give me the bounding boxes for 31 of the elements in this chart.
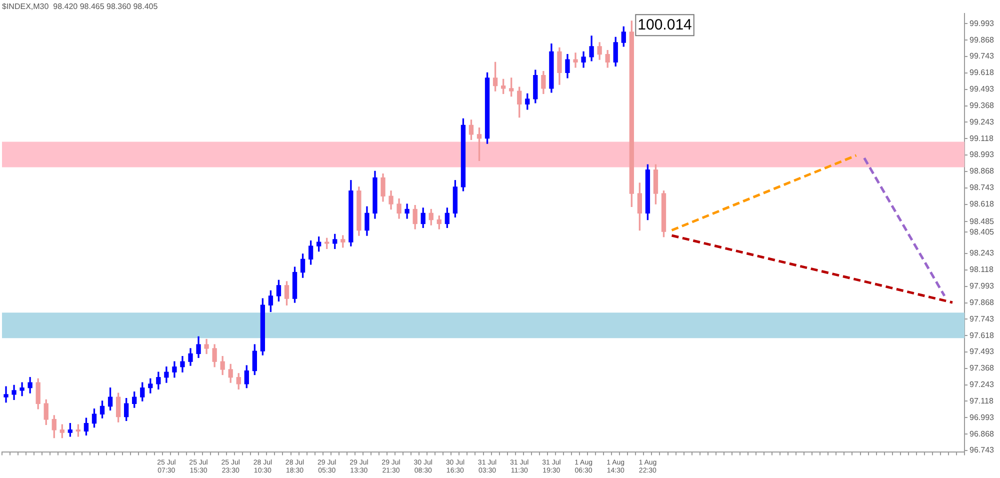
y-tick-label: 99.493 <box>970 84 995 94</box>
y-tick-label: 98.868 <box>970 166 995 176</box>
y-tick-label: 99.993 <box>970 18 995 28</box>
annotation: 100.014 <box>638 16 692 34</box>
y-tick-label: 97.743 <box>970 314 995 324</box>
y-tick-label: 97.118 <box>970 396 994 406</box>
y-tick-label: 97.993 <box>970 282 995 291</box>
y-tick-label: 99.243 <box>970 117 995 126</box>
y-tick-label: 99.618 <box>970 68 995 78</box>
y-tick-label: 99.868 <box>970 35 995 44</box>
candlestick <box>4 386 8 403</box>
y-tick-label: 98.618 <box>970 199 995 208</box>
y-tick-label: 98.743 <box>970 183 995 192</box>
chart-title: $INDEX,M30 98.420 98.465 98.360 98.405 <box>2 2 158 12</box>
y-tick-label: 98.405 <box>970 227 995 236</box>
y-tick-label: 98.118 <box>970 265 994 274</box>
y-tick-label: 99.743 <box>970 52 995 61</box>
y-tick-label: 98.993 <box>970 150 995 160</box>
y-tick-label: 97.368 <box>970 364 995 373</box>
y-tick-label: 99.368 <box>970 100 995 110</box>
y-tick-label: 97.493 <box>970 347 995 356</box>
y-tick-label: 98.243 <box>970 248 995 258</box>
y-tick-label: 97.618 <box>970 330 995 340</box>
y-tick-label: 99.118 <box>970 134 994 143</box>
y-tick-label: 96.743 <box>970 446 995 455</box>
y-tick-label: 96.868 <box>970 429 995 438</box>
y-tick-label: 98.485 <box>970 216 995 226</box>
y-tick-label: 96.993 <box>970 412 995 422</box>
candlestick <box>573 52 578 68</box>
y-tick-label: 97.243 <box>970 380 995 390</box>
y-tick-label: 97.868 <box>970 298 995 307</box>
